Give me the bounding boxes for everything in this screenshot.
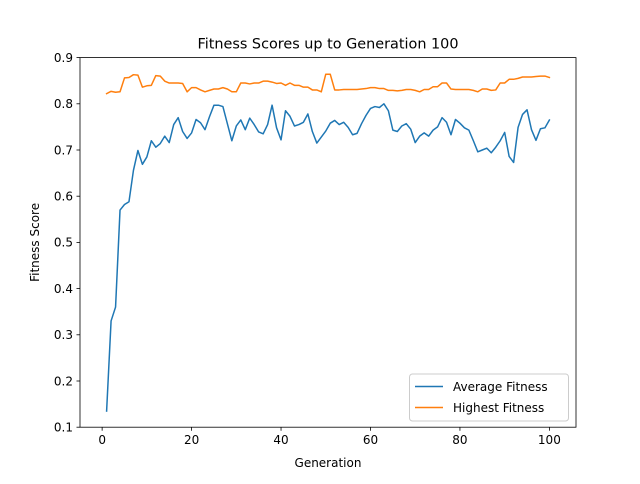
x-axis-label: Generation	[295, 456, 362, 470]
y-tick-label: 0.5	[54, 236, 73, 250]
x-tick-label: 0	[98, 433, 106, 447]
series-line-highest-fitness	[105, 73, 551, 95]
y-axis-label: Fitness Score	[28, 203, 42, 282]
x-axis-ticks: 0 20 40 60 80 100	[98, 427, 561, 447]
series-line-average-fitness	[105, 103, 551, 412]
y-tick-label: 0.4	[54, 282, 73, 296]
legend-label-highest: Highest Fitness	[453, 401, 544, 415]
legend: Average Fitness Highest Fitness	[409, 373, 569, 422]
series-layer	[105, 73, 551, 412]
y-tick-label: 0.8	[54, 97, 73, 111]
x-tick-label: 60	[363, 433, 378, 447]
x-tick-label: 20	[184, 433, 199, 447]
y-tick-label: 0.2	[54, 374, 73, 388]
y-tick-label: 0.7	[54, 143, 73, 157]
y-tick-label: 0.3	[54, 328, 73, 342]
x-tick-label: 80	[452, 433, 467, 447]
legend-label-average: Average Fitness	[453, 380, 548, 394]
legend-box	[409, 373, 569, 422]
y-tick-label: 0.1	[54, 421, 73, 435]
x-tick-label: 40	[273, 433, 288, 447]
x-tick-label: 100	[538, 433, 561, 447]
y-axis-ticks: 0.1 0.2 0.3 0.4 0.5 0.6 0.7 0.8 0.9	[54, 51, 80, 435]
chart-title: Fitness Scores up to Generation 100	[198, 37, 459, 53]
y-tick-label: 0.6	[54, 190, 73, 204]
y-tick-label: 0.9	[54, 51, 73, 65]
